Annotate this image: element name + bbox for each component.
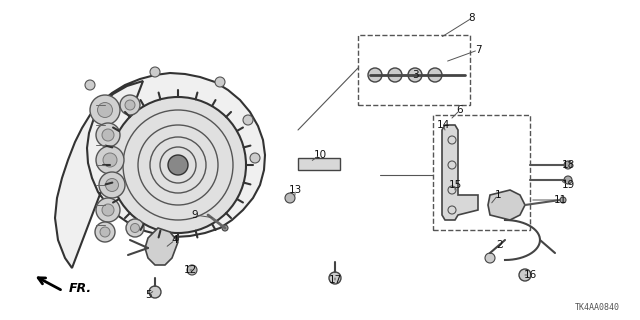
- Text: 14: 14: [436, 120, 450, 130]
- Circle shape: [103, 153, 117, 167]
- Circle shape: [564, 176, 572, 184]
- Circle shape: [97, 102, 113, 117]
- Text: 13: 13: [289, 185, 301, 195]
- Circle shape: [285, 193, 295, 203]
- Circle shape: [329, 272, 341, 284]
- Circle shape: [150, 67, 160, 77]
- Circle shape: [99, 172, 125, 198]
- Text: 19: 19: [561, 180, 575, 190]
- Polygon shape: [145, 228, 178, 265]
- Circle shape: [428, 68, 442, 82]
- Text: 7: 7: [475, 45, 481, 55]
- Text: 1: 1: [495, 190, 501, 200]
- Text: 17: 17: [328, 275, 342, 285]
- Circle shape: [560, 197, 566, 203]
- Text: FR.: FR.: [69, 282, 92, 294]
- Polygon shape: [298, 158, 340, 170]
- Circle shape: [102, 129, 114, 141]
- Text: 5: 5: [145, 290, 151, 300]
- Text: 10: 10: [314, 150, 326, 160]
- Circle shape: [168, 155, 188, 175]
- Circle shape: [519, 269, 531, 281]
- Bar: [358, 35, 470, 105]
- Circle shape: [110, 97, 246, 233]
- Circle shape: [106, 179, 118, 191]
- Circle shape: [388, 68, 402, 82]
- Circle shape: [187, 265, 197, 275]
- Circle shape: [250, 153, 260, 163]
- Polygon shape: [55, 73, 265, 268]
- Text: 16: 16: [524, 270, 536, 280]
- Circle shape: [95, 222, 115, 242]
- Circle shape: [126, 219, 144, 237]
- Text: 2: 2: [497, 240, 503, 250]
- Circle shape: [131, 223, 140, 233]
- Circle shape: [368, 68, 382, 82]
- Circle shape: [90, 95, 120, 125]
- Circle shape: [408, 68, 422, 82]
- Text: 18: 18: [561, 160, 575, 170]
- Circle shape: [100, 227, 110, 237]
- Circle shape: [96, 146, 124, 174]
- Circle shape: [96, 123, 120, 147]
- Text: 3: 3: [412, 70, 419, 80]
- Text: 9: 9: [192, 210, 198, 220]
- Circle shape: [85, 80, 95, 90]
- Circle shape: [120, 95, 140, 115]
- Circle shape: [243, 115, 253, 125]
- Text: 15: 15: [449, 180, 461, 190]
- Text: TK4AA0840: TK4AA0840: [575, 303, 620, 312]
- Text: 6: 6: [457, 105, 463, 115]
- Circle shape: [96, 198, 120, 222]
- Text: 4: 4: [172, 235, 179, 245]
- Circle shape: [564, 161, 572, 169]
- Text: 12: 12: [184, 265, 196, 275]
- Polygon shape: [488, 190, 525, 220]
- Text: 11: 11: [554, 195, 566, 205]
- Circle shape: [149, 286, 161, 298]
- Circle shape: [102, 204, 114, 216]
- Circle shape: [222, 225, 228, 231]
- Polygon shape: [442, 125, 478, 220]
- Text: 8: 8: [468, 13, 476, 23]
- Circle shape: [125, 100, 135, 110]
- Bar: [433, 115, 530, 230]
- Circle shape: [215, 77, 225, 87]
- Circle shape: [485, 253, 495, 263]
